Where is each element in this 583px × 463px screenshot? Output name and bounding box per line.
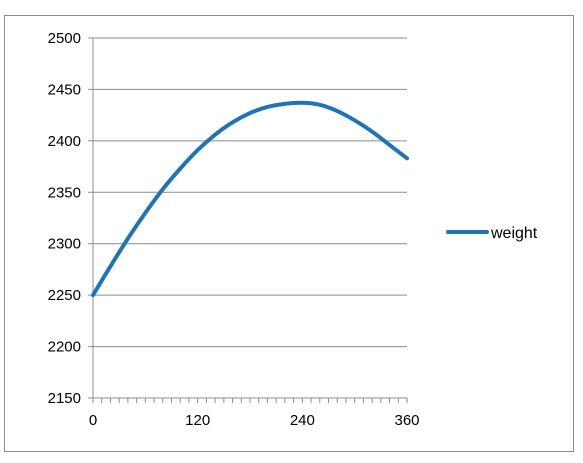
x-axis-ticks [92, 398, 408, 403]
x-tick-label: 0 [89, 412, 97, 429]
y-tick-label: 2450 [48, 81, 81, 98]
y-tick-label: 2300 [48, 236, 81, 253]
y-tick-label: 2250 [48, 287, 81, 304]
chart-frame: 2150 2200 2250 2300 2350 2400 2450 2500 0 120 240… [4, 15, 574, 452]
y-tick-label: 2200 [48, 339, 81, 356]
series-line-weight [91, 100, 409, 298]
x-tick-label: 360 [394, 412, 419, 429]
gridlines [93, 37, 407, 348]
y-tick-label: 2150 [48, 390, 81, 407]
x-tick-label: 240 [290, 412, 315, 429]
x-axis-tick-labels: 0 120 240 360 [89, 412, 420, 429]
x-tick-label: 120 [185, 412, 210, 429]
line-chart: 2150 2200 2250 2300 2350 2400 2450 2500 0 120 240… [48, 30, 538, 429]
series-layer [91, 100, 409, 298]
y-tick-label: 2500 [48, 30, 81, 47]
y-tick-label: 2400 [48, 133, 81, 150]
legend: weight [446, 225, 538, 242]
legend-label-weight: weight [490, 225, 538, 242]
axes [88, 37, 407, 399]
y-axis-tick-labels: 2150 2200 2250 2300 2350 2400 2450 2500 [48, 30, 81, 407]
y-tick-label: 2350 [48, 184, 81, 201]
